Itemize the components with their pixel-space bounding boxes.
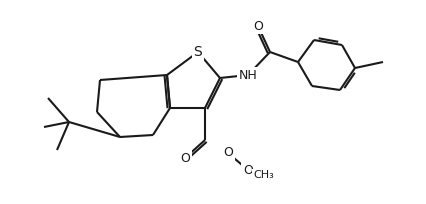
Text: NH: NH [238,69,257,82]
Text: CH₃: CH₃ [253,170,273,180]
Text: S: S [193,45,202,59]
Text: O: O [253,20,262,32]
Text: O: O [242,163,252,176]
Text: O: O [180,152,190,164]
Text: O: O [222,146,233,160]
